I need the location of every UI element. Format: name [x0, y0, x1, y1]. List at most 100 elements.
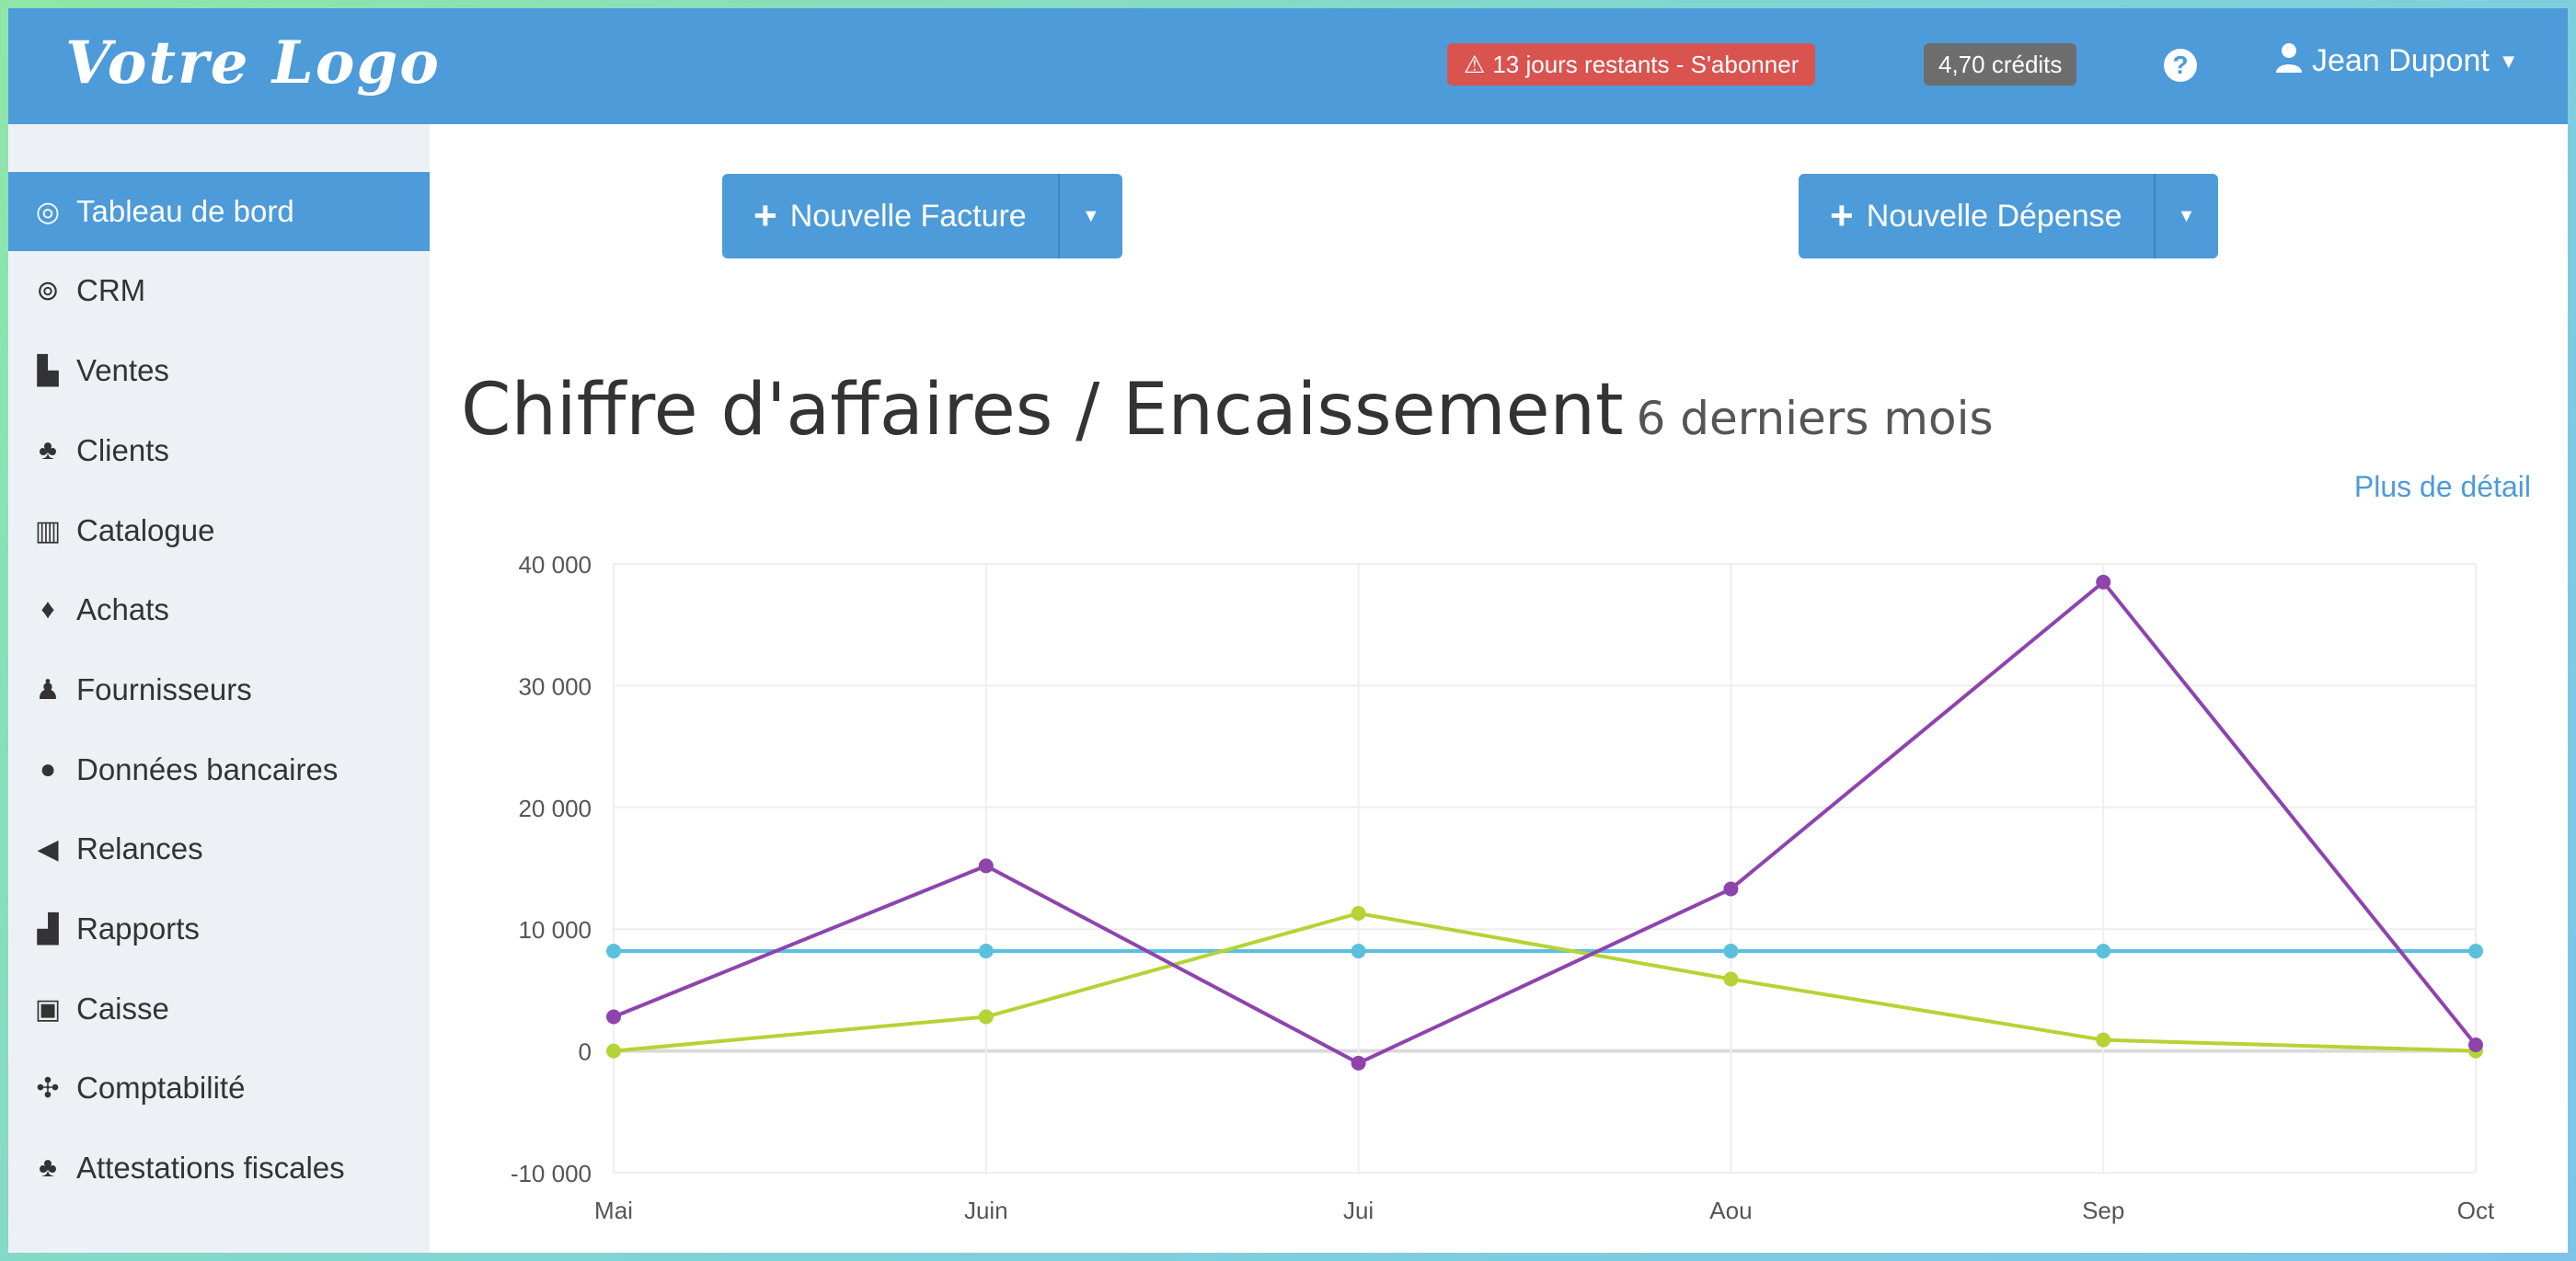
y-tick-label: 10 000: [518, 916, 592, 944]
dashboard-icon: ◎: [35, 196, 61, 227]
users-icon: ♣: [39, 1152, 57, 1183]
sidebar-item-caisse[interactable]: ▣ Caisse: [8, 969, 430, 1049]
user-icon: ♟: [35, 674, 61, 705]
data-point: [2468, 944, 2483, 959]
data-point: [978, 858, 994, 874]
crm-icon: ⊚: [36, 275, 60, 306]
new-expense-button-group: + Nouvelle Dépense ▼: [1799, 174, 2218, 258]
data-point: [978, 944, 994, 959]
sidebar-item-achats[interactable]: ♦ Achats: [8, 570, 430, 649]
sidebar-item-label: Données bancaires: [76, 752, 339, 786]
chart-heading: Chiffre d'affaires / Encaissement 6 derni…: [461, 369, 1994, 452]
sidebar-item-ventes[interactable]: ▙ Ventes: [8, 331, 430, 410]
warning-icon: ⚠: [1464, 51, 1486, 78]
caret-down-icon: ▼: [2177, 205, 2196, 226]
data-point: [1723, 881, 1739, 897]
new-expense-label: Nouvelle Dépense: [1866, 198, 2122, 234]
piggy-bank-icon: ●: [39, 754, 57, 785]
sidebar-item-label: Caisse: [76, 992, 169, 1026]
data-point: [1351, 1055, 1366, 1071]
sidebar-item-label: Comptabilité: [76, 1071, 246, 1105]
sidebar-item-label: Achats: [76, 592, 169, 626]
purchases-icon: ♦: [40, 594, 55, 625]
sidebar: ◎ Tableau de bord ⊚ CRM ▙ Ventes ♣ Clien…: [8, 124, 430, 1253]
barcode-icon: ▥: [34, 515, 62, 546]
sidebar-item-attestations-fiscales[interactable]: ♣ Attestations fiscales: [8, 1129, 430, 1208]
data-point: [978, 1009, 994, 1025]
new-invoice-label: Nouvelle Facture: [789, 198, 1027, 234]
trial-badge-text: 13 jours restants - S'abonner: [1492, 51, 1800, 78]
data-point: [2096, 1032, 2111, 1048]
x-tick-label: Juin: [964, 1197, 1008, 1224]
data-point: [1351, 944, 1366, 959]
more-detail-link[interactable]: Plus de détail: [2353, 470, 2531, 503]
app-frame: Votre Logo ⚠ 13 jours restants - S'abonn…: [8, 8, 2568, 1253]
data-point: [1723, 971, 1739, 987]
y-tick-label: 30 000: [518, 672, 592, 700]
new-invoice-dropdown-toggle[interactable]: ▼: [1057, 174, 1122, 258]
user-menu[interactable]: Jean Dupont ▼: [2275, 41, 2519, 81]
sidebar-item-label: CRM: [76, 273, 146, 307]
cash-register-icon: ▣: [34, 993, 62, 1025]
x-tick-label: Jui: [1343, 1197, 1374, 1224]
sidebar-item-label: Attestations fiscales: [76, 1151, 345, 1185]
top-navbar: Votre Logo ⚠ 13 jours restants - S'abonn…: [8, 8, 2568, 124]
new-expense-dropdown-toggle[interactable]: ▼: [2153, 174, 2218, 258]
series-line: [613, 911, 2477, 1053]
sidebar-item-relances[interactable]: ◀ Relances: [8, 809, 430, 888]
data-point: [606, 944, 621, 959]
chart-subtitle: 6 derniers mois: [1636, 392, 1994, 445]
sidebar-item-comptabilite[interactable]: ✣ Comptabilité: [8, 1049, 430, 1128]
x-tick-label: Sep: [2082, 1197, 2124, 1224]
sidebar-item-fournisseurs[interactable]: ♟ Fournisseurs: [8, 650, 430, 729]
data-point: [2096, 944, 2111, 959]
caret-down-icon: ▼: [1081, 205, 1100, 226]
sidebar-item-label: Tableau de bord: [76, 194, 294, 228]
data-point: [2096, 574, 2111, 590]
user-name: Jean Dupont: [2312, 43, 2490, 78]
trial-subscribe-badge[interactable]: ⚠ 13 jours restants - S'abonner: [1447, 43, 1816, 86]
data-point: [606, 1043, 621, 1059]
sidebar-item-label: Clients: [76, 433, 169, 467]
x-tick-label: Aou: [1709, 1197, 1752, 1224]
y-tick-label: 0: [579, 1038, 592, 1066]
sales-icon: ▙: [37, 355, 59, 386]
sidebar-item-label: Relances: [76, 831, 203, 866]
plus-icon: +: [753, 193, 777, 238]
sidebar-item-crm[interactable]: ⊚ CRM: [8, 251, 430, 330]
new-expense-button[interactable]: + Nouvelle Dépense: [1799, 174, 2154, 258]
credits-badge[interactable]: 4,70 crédits: [1924, 43, 2077, 86]
revenue-line-chart: -10 000 0 10 000 20 000 30 000 40 000 Mai Juin J…: [511, 551, 2495, 1224]
data-point: [1351, 905, 1366, 921]
question-circle-icon[interactable]: ?: [2164, 49, 2197, 82]
plus-icon: +: [1830, 193, 1854, 238]
data-point: [606, 1009, 621, 1025]
sidebar-item-rapports[interactable]: ▟ Rapports: [8, 889, 430, 969]
series-line: [613, 579, 2478, 1066]
new-invoice-button[interactable]: + Nouvelle Facture: [722, 174, 1058, 258]
sidebar-item-donnees-bancaires[interactable]: ● Données bancaires: [8, 730, 430, 809]
bar-chart-icon: ▟: [37, 913, 59, 945]
new-invoice-button-group: + Nouvelle Facture ▼: [722, 174, 1122, 258]
sidebar-item-catalogue[interactable]: ▥ Catalogue: [8, 491, 430, 570]
data-point: [2468, 1037, 2483, 1052]
sidebar-item-label: Catalogue: [76, 513, 215, 547]
sidebar-item-label: Ventes: [76, 353, 169, 387]
data-point: [1723, 944, 1739, 959]
logo[interactable]: Votre Logo: [65, 29, 441, 97]
megaphone-icon: ◀: [37, 833, 59, 865]
clients-icon: ♣: [39, 435, 57, 465]
sidebar-item-tableau-de-bord[interactable]: ◎ Tableau de bord: [8, 172, 430, 251]
x-tick-label: Mai: [594, 1197, 633, 1224]
y-tick-label: -10 000: [511, 1160, 592, 1187]
user-icon: [2275, 41, 2303, 81]
accounting-icon: ✣: [36, 1072, 60, 1104]
y-tick-label: 40 000: [518, 551, 592, 579]
chevron-down-icon: ▼: [2498, 49, 2519, 73]
y-tick-label: 20 000: [518, 795, 592, 822]
sidebar-item-label: Fournisseurs: [76, 672, 252, 706]
sidebar-item-label: Rapports: [76, 911, 200, 946]
sidebar-item-clients[interactable]: ♣ Clients: [8, 411, 430, 490]
chart-title: Chiffre d'affaires / Encaissement: [461, 369, 1624, 452]
x-tick-label: Oct: [2457, 1197, 2495, 1224]
